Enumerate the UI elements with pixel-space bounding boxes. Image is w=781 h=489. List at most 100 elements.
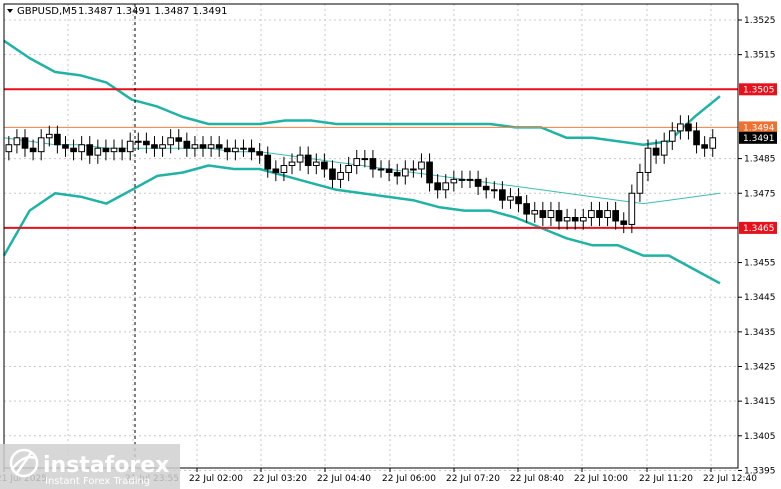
candle xyxy=(312,153,320,175)
candle xyxy=(579,208,587,230)
candles xyxy=(5,115,717,234)
y-tick-label: 1.3515 xyxy=(744,51,776,61)
candle xyxy=(668,122,676,150)
candle xyxy=(175,129,183,150)
candle xyxy=(596,201,603,227)
candle xyxy=(118,139,126,161)
candle xyxy=(401,160,409,185)
candle xyxy=(126,132,134,161)
candle xyxy=(102,139,110,161)
candle xyxy=(685,115,692,140)
candle xyxy=(280,156,288,182)
price-tag-1.3505: 1.3505 xyxy=(743,85,775,95)
y-tick-label: 1.3415 xyxy=(744,397,776,407)
y-tick-label: 1.3435 xyxy=(744,328,776,338)
x-tick-label: 22 Jul 08:40 xyxy=(510,474,564,484)
logo-mark-icon xyxy=(9,448,39,478)
candle xyxy=(612,201,619,230)
candle xyxy=(37,129,45,161)
y-tick-label: 1.3405 xyxy=(744,432,776,442)
candle xyxy=(604,201,611,227)
x-tick-label: 22 Jul 10:00 xyxy=(574,474,628,484)
candle xyxy=(288,153,296,175)
candle xyxy=(151,136,158,157)
candle xyxy=(482,177,490,199)
candle xyxy=(13,129,21,154)
candle xyxy=(523,194,530,223)
candle xyxy=(571,208,579,230)
candle xyxy=(54,125,61,154)
candle xyxy=(272,160,280,182)
symbol-label: GBPUSD,M5 xyxy=(17,6,77,17)
candle xyxy=(393,163,401,185)
y-tick-label: 1.3485 xyxy=(744,155,776,165)
x-tick-label: 22 Jul 06:00 xyxy=(382,474,436,484)
current-price-tag: 1.3491 xyxy=(743,134,775,144)
candle xyxy=(345,156,352,182)
ohlc-label: 1.3487 1.3491 1.3487 1.3491 xyxy=(78,6,228,17)
candle xyxy=(143,132,150,154)
candle xyxy=(304,146,312,175)
candle xyxy=(215,136,223,157)
candle xyxy=(110,139,118,161)
candle xyxy=(62,136,69,157)
candle xyxy=(207,136,215,157)
candle xyxy=(183,132,191,157)
candle xyxy=(628,184,636,234)
candle xyxy=(337,163,344,189)
candle xyxy=(660,132,668,164)
chart-header: GBPUSD,M5 1.3487 1.3491 1.3487 1.3491 xyxy=(7,6,228,17)
x-tick-label: 22 Jul 03:20 xyxy=(253,474,307,484)
candle xyxy=(361,149,369,168)
candle xyxy=(240,139,247,157)
candle xyxy=(248,139,255,161)
candle xyxy=(86,136,94,164)
candle xyxy=(677,115,684,140)
current-price-tag-bg xyxy=(739,131,777,144)
candle xyxy=(709,129,717,157)
candle xyxy=(547,201,555,227)
candle xyxy=(466,170,474,189)
x-tick-label: 22 Jul 11:20 xyxy=(639,474,693,484)
y-tick-label: 1.3445 xyxy=(744,293,776,303)
candle xyxy=(159,136,166,157)
candle xyxy=(434,174,441,199)
candle xyxy=(256,143,263,164)
y-tick-label: 1.3395 xyxy=(744,466,776,476)
candle xyxy=(377,160,385,178)
price-tag-1.3494-bg xyxy=(739,121,777,134)
candle xyxy=(167,129,174,154)
y-tick-label: 1.3425 xyxy=(744,363,776,373)
y-tick-label: 1.3525 xyxy=(744,16,776,26)
menu-triangle-icon[interactable] xyxy=(7,9,13,13)
candle xyxy=(385,160,393,182)
candle xyxy=(490,181,498,199)
logo-brand: instaforex xyxy=(43,453,169,478)
plot-frame xyxy=(3,3,739,469)
candle xyxy=(191,136,199,157)
candle xyxy=(620,212,628,234)
candle xyxy=(45,125,53,147)
candle xyxy=(199,136,207,157)
y-tick-label: 1.3455 xyxy=(744,259,776,269)
price-tag-1.3494: 1.3494 xyxy=(743,123,775,133)
candle xyxy=(693,122,700,154)
candle xyxy=(588,201,595,227)
price-tag-1.3465-bg xyxy=(739,221,777,234)
candle xyxy=(644,139,652,182)
candle xyxy=(78,136,85,161)
candle xyxy=(507,188,514,209)
candle xyxy=(474,170,482,195)
candle xyxy=(458,170,466,189)
price-tag-1.3465: 1.3465 xyxy=(743,224,775,234)
candle xyxy=(450,170,458,192)
x-tick-label: 22 Jul 04:40 xyxy=(317,474,371,484)
candle xyxy=(636,163,644,202)
candle xyxy=(499,181,506,209)
candle xyxy=(701,136,708,157)
candle xyxy=(134,132,142,150)
candle xyxy=(353,149,361,175)
lower-band-line xyxy=(2,164,721,285)
